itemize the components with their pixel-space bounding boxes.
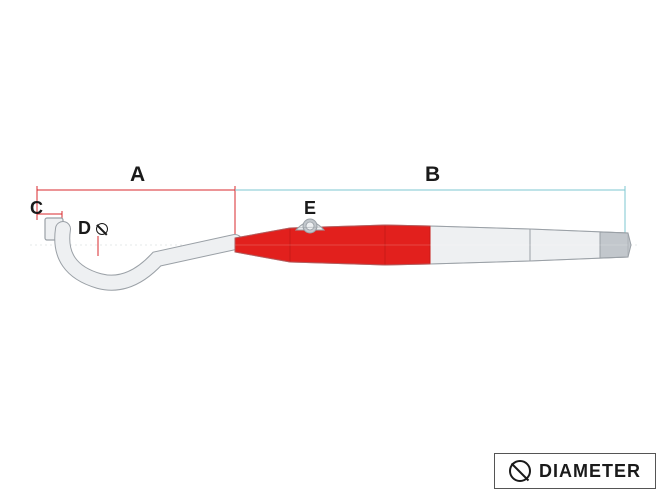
label-A: A <box>130 163 145 187</box>
diagram-stage: A B C D E DIAMETER <box>0 0 670 503</box>
legend-text: DIAMETER <box>539 461 641 482</box>
label-D: D <box>78 218 108 239</box>
label-C: C <box>30 198 43 219</box>
diameter-icon <box>509 460 531 482</box>
label-B: B <box>425 163 440 187</box>
legend-box: DIAMETER <box>494 453 656 489</box>
label-E: E <box>304 198 316 219</box>
diameter-icon <box>96 223 108 235</box>
exhaust-diagram-svg <box>0 0 670 503</box>
